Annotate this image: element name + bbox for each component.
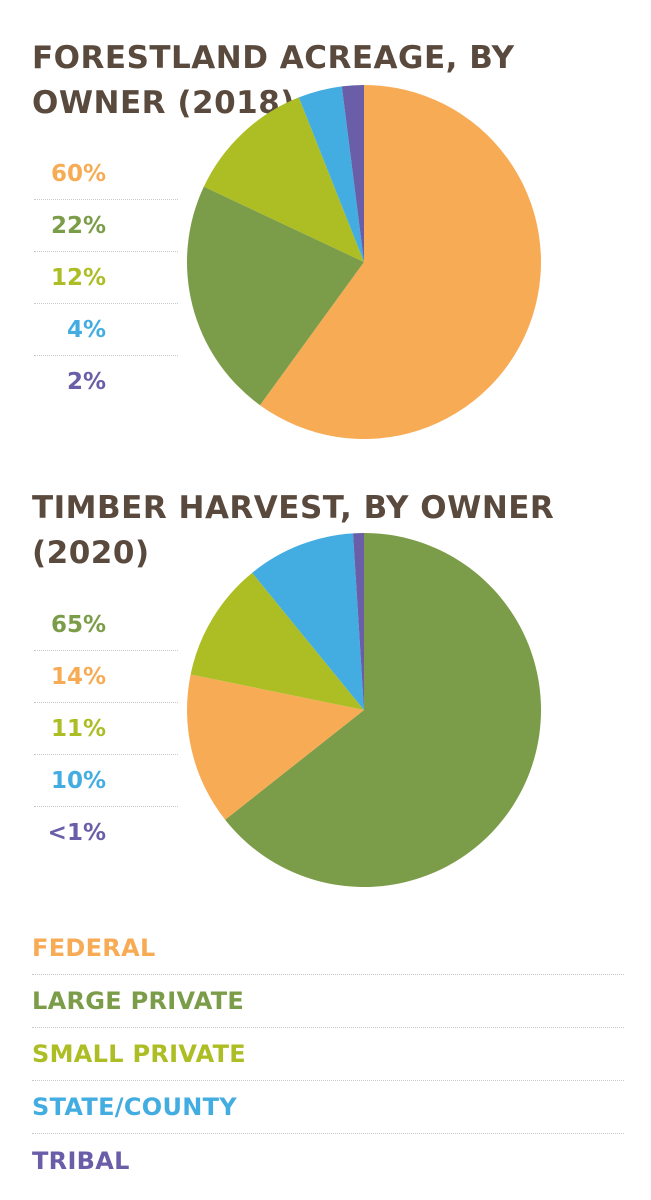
data-label-state-county: 10% [34,755,178,807]
pie-slice-forestland-state-county [298,86,364,263]
pie-slice-harvest-tribal [353,533,364,710]
pie-slice-harvest-federal [187,674,364,820]
data-label-large-private: 22% [34,200,178,252]
data-label-federal: 14% [34,651,178,703]
data-label-federal: 60% [34,148,178,200]
data-label-state-county: 4% [34,304,178,356]
data-label-tribal: <1% [47,820,106,846]
chart-title-timber-harvest: TIMBER HARVEST, BY OWNER (2020) [32,490,555,571]
data-label-tribal: 2% [66,369,106,395]
pie-slice-harvest-small-private [190,572,364,710]
pie-slice-harvest-large-private [225,533,542,887]
percent-list-timber-harvest: 65% 14% 11% 10% <1% [34,599,178,859]
legend-item-small-private: SMALL PRIVATE [32,1028,624,1081]
pie-slice-forestland-large-private [187,186,364,406]
percent-list-forestland: 60% 22% 12% 4% 2% [34,148,178,408]
pie-slice-forestland-tribal [341,85,364,262]
legend-item-large-private: LARGE PRIVATE [32,975,624,1028]
legend-item-tribal: TRIBAL [32,1146,130,1175]
pie-slice-forestland-federal [259,85,541,439]
chart-title-forestland: FORESTLAND ACREAGE, BY OWNER (2018) [32,40,515,121]
data-label-large-private: 65% [34,599,178,651]
data-label-small-private: 12% [34,252,178,304]
data-label-small-private: 11% [34,703,178,755]
pie-slice-forestland-small-private [203,97,364,263]
legend-item-federal: FEDERAL [32,922,624,975]
pie-slice-harvest-state-county [252,533,364,710]
legend: FEDERAL LARGE PRIVATE SMALL PRIVATE STATE/C… [32,922,624,1187]
legend-item-state-county: STATE/COUNTY [32,1081,624,1134]
